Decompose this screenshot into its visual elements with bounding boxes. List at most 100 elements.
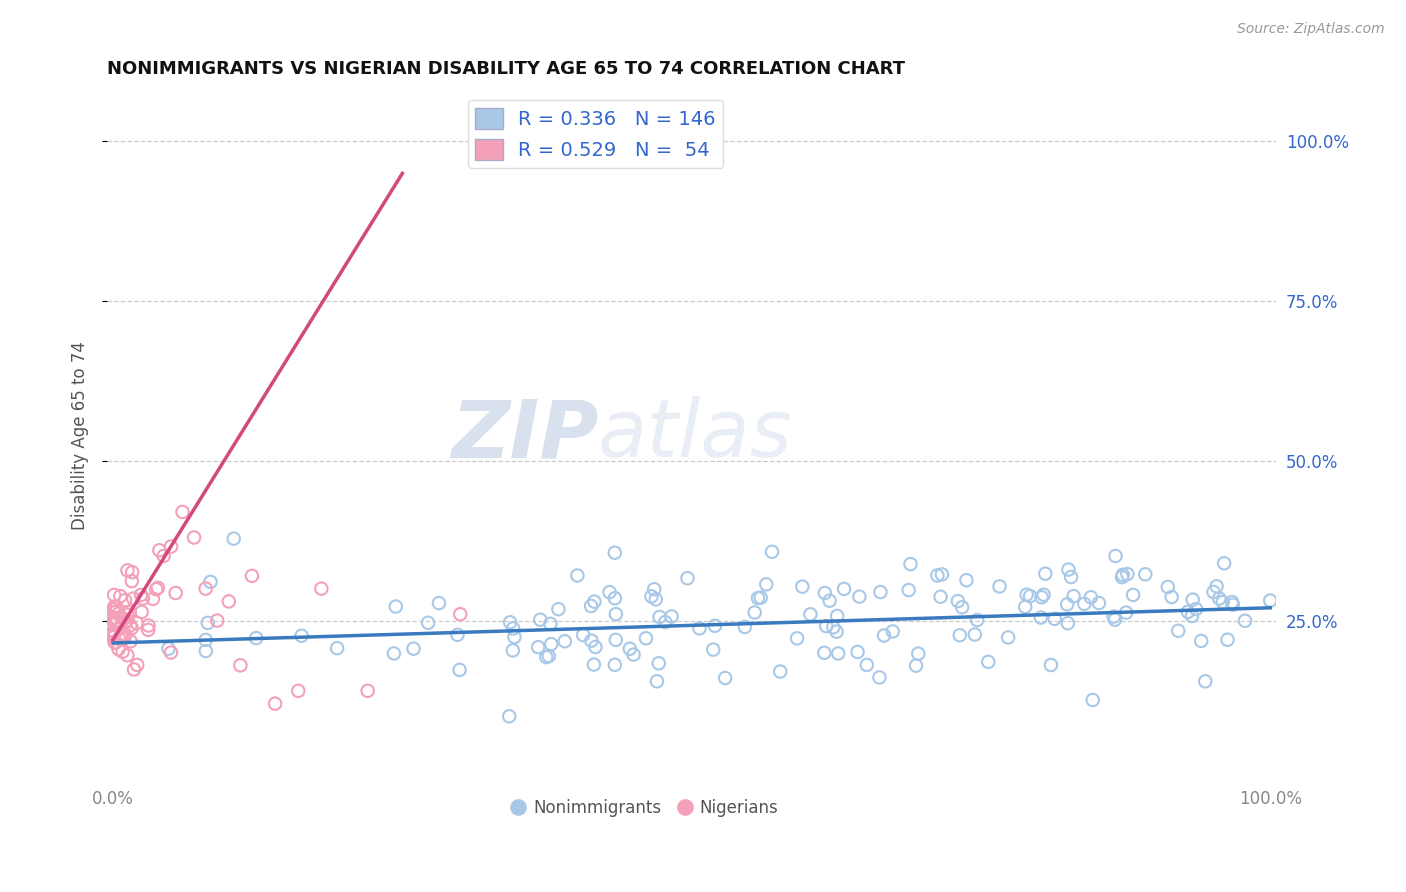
Point bbox=[125, 616, 148, 631]
Point bbox=[165, 586, 187, 600]
Point bbox=[714, 671, 737, 685]
Point bbox=[603, 546, 626, 560]
Point bbox=[1202, 585, 1225, 599]
Point bbox=[818, 593, 841, 607]
Point bbox=[122, 663, 145, 677]
Point bbox=[114, 627, 136, 641]
Point bbox=[744, 606, 766, 620]
Point bbox=[145, 582, 167, 597]
Point bbox=[104, 605, 127, 619]
Point bbox=[148, 543, 170, 558]
Point bbox=[929, 590, 952, 604]
Point bbox=[1115, 606, 1137, 620]
Point bbox=[103, 630, 125, 644]
Point bbox=[118, 606, 141, 620]
Point bbox=[136, 623, 159, 637]
Point bbox=[882, 624, 904, 639]
Point bbox=[676, 571, 699, 585]
Point bbox=[104, 635, 127, 649]
Point bbox=[326, 641, 349, 656]
Point bbox=[1019, 589, 1042, 603]
Point bbox=[121, 574, 143, 588]
Point bbox=[846, 645, 869, 659]
Point bbox=[1185, 602, 1208, 616]
Point bbox=[582, 657, 605, 672]
Point bbox=[290, 629, 312, 643]
Point bbox=[172, 505, 194, 519]
Point bbox=[1112, 567, 1135, 582]
Point bbox=[645, 674, 668, 689]
Point bbox=[194, 582, 217, 596]
Point bbox=[900, 557, 922, 571]
Point bbox=[1080, 591, 1102, 605]
Point bbox=[572, 628, 595, 642]
Point bbox=[1063, 589, 1085, 603]
Point bbox=[966, 613, 988, 627]
Point bbox=[129, 588, 152, 602]
Point bbox=[567, 568, 589, 582]
Point bbox=[402, 641, 425, 656]
Point bbox=[1220, 595, 1243, 609]
Point bbox=[152, 549, 174, 563]
Point bbox=[503, 630, 526, 644]
Point bbox=[382, 647, 405, 661]
Point bbox=[104, 615, 127, 630]
Point bbox=[643, 582, 665, 597]
Point bbox=[104, 614, 127, 628]
Point bbox=[1015, 588, 1038, 602]
Point bbox=[654, 615, 676, 629]
Point bbox=[931, 567, 953, 582]
Point bbox=[104, 626, 127, 640]
Point bbox=[1014, 599, 1036, 614]
Point bbox=[1031, 591, 1053, 605]
Text: ZIP: ZIP bbox=[451, 396, 598, 475]
Point bbox=[640, 590, 662, 604]
Point bbox=[1189, 634, 1212, 648]
Point bbox=[1111, 570, 1133, 584]
Point bbox=[1167, 624, 1189, 638]
Point bbox=[131, 605, 153, 619]
Point bbox=[823, 620, 845, 634]
Point bbox=[907, 647, 929, 661]
Point bbox=[792, 580, 814, 594]
Point bbox=[194, 644, 217, 658]
Point bbox=[648, 657, 671, 671]
Point bbox=[384, 599, 406, 614]
Point bbox=[905, 658, 928, 673]
Point bbox=[644, 592, 666, 607]
Point bbox=[749, 591, 772, 605]
Point bbox=[832, 582, 855, 596]
Point bbox=[1181, 592, 1204, 607]
Point bbox=[104, 605, 127, 619]
Point bbox=[1181, 608, 1204, 623]
Point bbox=[747, 591, 769, 605]
Point bbox=[146, 581, 169, 595]
Point bbox=[103, 629, 125, 643]
Point bbox=[502, 643, 524, 657]
Point bbox=[1029, 610, 1052, 624]
Point bbox=[122, 591, 145, 606]
Point bbox=[197, 615, 219, 630]
Point bbox=[1116, 567, 1139, 582]
Point bbox=[648, 610, 671, 624]
Point bbox=[103, 611, 125, 625]
Point bbox=[605, 632, 627, 647]
Point bbox=[585, 640, 607, 654]
Text: Source: ZipAtlas.com: Source: ZipAtlas.com bbox=[1237, 22, 1385, 37]
Point bbox=[704, 619, 727, 633]
Point bbox=[117, 613, 139, 627]
Point bbox=[963, 627, 986, 641]
Text: NONIMMIGRANTS VS NIGERIAN DISABILITY AGE 65 TO 74 CORRELATION CHART: NONIMMIGRANTS VS NIGERIAN DISABILITY AGE… bbox=[107, 60, 905, 78]
Point bbox=[786, 632, 808, 646]
Point bbox=[814, 586, 837, 600]
Point bbox=[103, 616, 125, 631]
Point bbox=[1043, 612, 1066, 626]
Point bbox=[502, 621, 524, 635]
Point bbox=[529, 613, 551, 627]
Point bbox=[222, 532, 245, 546]
Point bbox=[1102, 609, 1125, 624]
Point bbox=[103, 599, 125, 614]
Point bbox=[111, 611, 134, 625]
Point bbox=[977, 655, 1000, 669]
Point bbox=[813, 646, 835, 660]
